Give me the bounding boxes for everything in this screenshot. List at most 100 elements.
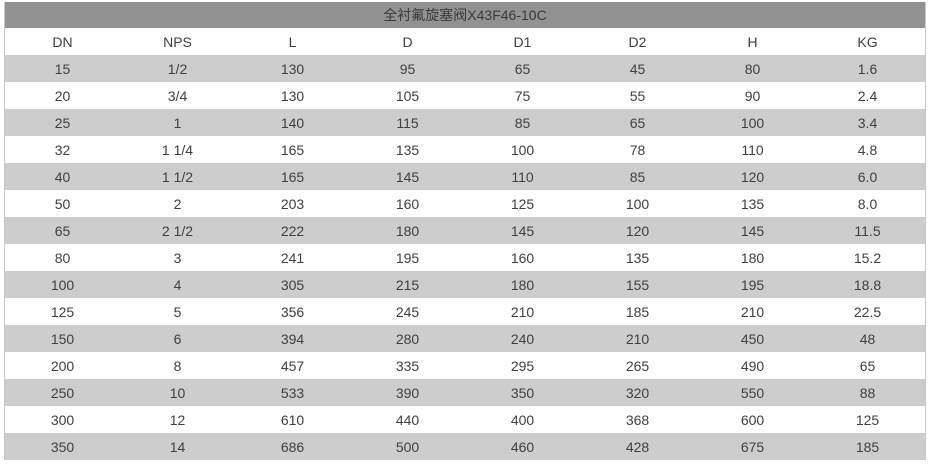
valve-spec-table-container: 全衬氟旋塞阀X43F46-10C DN NPS L D D1 D2 H KG 15 1/2 130… (4, 2, 926, 460)
table-cell: 90 (744, 87, 761, 104)
table-cell: 2.4 (857, 87, 878, 104)
table-cell: 125 (855, 411, 880, 428)
table-cell: 180 (510, 276, 535, 293)
table-cell: 4.8 (857, 141, 878, 158)
table-cell: 150 (50, 330, 75, 347)
table-cell: 210 (740, 303, 765, 320)
table-cell: 400 (510, 411, 535, 428)
table-row: 200 8 457 335 295 265 490 65 (5, 352, 925, 379)
table-cell: 5 (173, 303, 182, 320)
table-cell: 11.5 (854, 222, 881, 239)
table-cell: 240 (510, 330, 535, 347)
table-cell: 115 (396, 114, 419, 131)
table-cell: 135 (625, 249, 650, 266)
table-cell: 4 (173, 276, 182, 293)
table-cell: 6.0 (857, 168, 878, 185)
table-cell: 65 (54, 222, 71, 239)
table-cell: 550 (740, 384, 765, 401)
table-cell: 160 (395, 195, 420, 212)
table-cell: 457 (280, 357, 305, 374)
table-cell: 300 (50, 411, 75, 428)
table-cell: 1/2 (167, 60, 188, 77)
table-row: 250 10 533 390 350 320 550 88 (5, 379, 925, 406)
table-cell: 350 (50, 438, 75, 455)
table-cell: 1 1/2 (161, 168, 194, 185)
table-cell: 110 (741, 141, 764, 158)
table-cell: 265 (625, 357, 650, 374)
table-cell: 195 (740, 276, 765, 293)
table-row: 65 2 1/2 222 180 145 120 145 11.5 (5, 217, 925, 244)
table-cell: 130 (280, 60, 305, 77)
table-cell: 215 (395, 276, 420, 293)
table-cell: 100 (510, 141, 535, 158)
table-cell: 12 (169, 411, 186, 428)
table-cell: 14 (169, 438, 186, 455)
table-row: 150 6 394 280 240 210 450 48 (5, 325, 925, 352)
table-cell: 45 (629, 60, 646, 77)
column-header: D1 (465, 28, 580, 55)
table-cell: 18.8 (853, 276, 882, 293)
table-cell: 85 (514, 114, 531, 131)
table-cell: 145 (740, 222, 765, 239)
table-cell: 1 (173, 114, 182, 131)
table-cell: 394 (280, 330, 305, 347)
table-cell: 65 (514, 60, 531, 77)
table-cell: 110 (511, 168, 534, 185)
table-row: 20 3/4 130 105 75 55 90 2.4 (5, 82, 925, 109)
table-cell: 305 (280, 276, 305, 293)
table-cell: 1 1/4 (161, 141, 194, 158)
table-cell: 50 (54, 195, 71, 212)
table-cell: 686 (280, 438, 305, 455)
table-cell: 450 (740, 330, 765, 347)
table-cell: 130 (280, 87, 305, 104)
table-cell: 105 (395, 87, 420, 104)
table-cell: 155 (625, 276, 650, 293)
table-header-row: DN NPS L D D1 D2 H KG (5, 28, 925, 55)
table-row: 350 14 686 500 460 428 675 185 (5, 433, 925, 460)
table-cell: 80 (744, 60, 761, 77)
table-cell: 368 (625, 411, 650, 428)
column-header: H (695, 28, 810, 55)
table-cell: 78 (629, 141, 646, 158)
table-cell: 180 (395, 222, 420, 239)
table-row: 125 5 356 245 210 185 210 22.5 (5, 298, 925, 325)
table-cell: 88 (859, 384, 876, 401)
table-cell: 120 (740, 168, 765, 185)
table-cell: 165 (280, 141, 305, 158)
table-cell: 6 (173, 330, 182, 347)
table-cell: 185 (855, 438, 880, 455)
table-cell: 1.6 (857, 60, 878, 77)
table-cell: 120 (625, 222, 650, 239)
table-cell: 100 (50, 276, 75, 293)
table-cell: 356 (280, 303, 305, 320)
table-cell: 145 (510, 222, 535, 239)
table-cell: 280 (395, 330, 420, 347)
table-cell: 610 (280, 411, 305, 428)
table-row: 50 2 203 160 125 100 135 8.0 (5, 190, 925, 217)
table-cell: 203 (280, 195, 305, 212)
column-header: L (235, 28, 350, 55)
table-cell: 245 (395, 303, 420, 320)
column-header: NPS (120, 28, 235, 55)
table-cell: 85 (629, 168, 646, 185)
table-cell: 15.2 (853, 249, 882, 266)
table-cell: 250 (50, 384, 75, 401)
table-cell: 428 (625, 438, 650, 455)
table-cell: 295 (510, 357, 535, 374)
table-row: 32 1 1/4 165 135 100 78 110 4.8 (5, 136, 925, 163)
table-cell: 75 (514, 87, 531, 104)
table-cell: 600 (740, 411, 765, 428)
table-cell: 100 (625, 195, 650, 212)
table-body: 15 1/2 130 95 65 45 80 1.6 20 3/4 130 105 75 55 90 2.4 2… (5, 55, 925, 460)
table-cell: 3/4 (167, 87, 188, 104)
table-cell: 25 (54, 114, 71, 131)
table-cell: 8 (173, 357, 182, 374)
table-cell: 40 (54, 168, 71, 185)
column-header: KG (810, 28, 925, 55)
table-row: 300 12 610 440 400 368 600 125 (5, 406, 925, 433)
table-cell: 460 (510, 438, 535, 455)
table-cell: 125 (50, 303, 75, 320)
column-header: D (350, 28, 465, 55)
table-cell: 210 (510, 303, 535, 320)
table-cell: 533 (280, 384, 305, 401)
